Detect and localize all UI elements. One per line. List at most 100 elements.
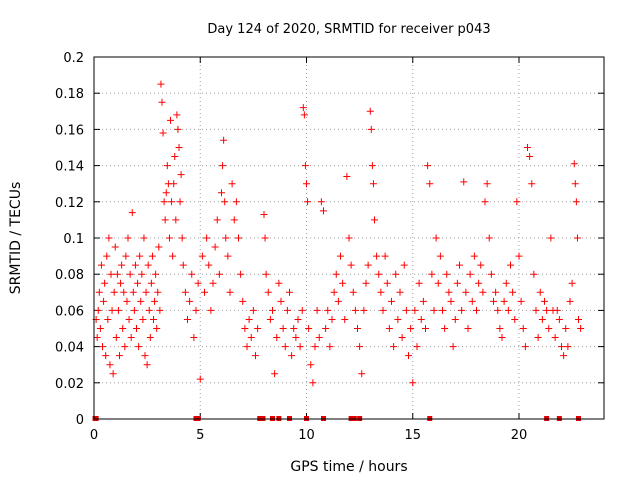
data-point (311, 343, 319, 351)
data-point (515, 252, 523, 260)
data-point (128, 209, 136, 217)
data-point (377, 288, 385, 296)
data-point (413, 343, 421, 351)
data-point (511, 315, 519, 323)
data-point (113, 270, 121, 278)
data-point (388, 297, 395, 305)
data-point (131, 261, 139, 269)
data-point (292, 334, 300, 342)
data-point (313, 306, 321, 314)
data-point (547, 234, 555, 242)
data-point (129, 288, 137, 296)
data-point (249, 306, 257, 314)
data-point (102, 352, 110, 360)
data-point (315, 334, 323, 342)
data-point (555, 315, 563, 323)
data-point (162, 189, 170, 197)
grid-lines (94, 57, 604, 419)
data-point (97, 261, 105, 269)
data-point (271, 370, 279, 378)
data-point (207, 306, 215, 314)
data-point (138, 270, 146, 278)
data-point (479, 288, 487, 296)
data-point (218, 189, 225, 197)
data-point (221, 198, 229, 206)
y-tick-label: 0.06 (55, 304, 84, 319)
data-point (411, 306, 419, 314)
data-point (332, 270, 340, 278)
data-point (203, 234, 211, 242)
data-point (468, 297, 476, 305)
data-point (509, 288, 517, 296)
data-point (351, 306, 359, 314)
data-point (364, 261, 372, 269)
data-point (160, 198, 168, 206)
data-point (366, 107, 374, 115)
data-point (157, 80, 165, 88)
data-point (328, 315, 336, 323)
data-point (345, 234, 353, 242)
data-point (105, 234, 113, 242)
data-point (507, 261, 514, 269)
data-point (106, 361, 114, 369)
data-point (368, 162, 376, 170)
data-point (163, 162, 171, 170)
data-point (571, 180, 579, 188)
x-tick-label: 15 (404, 428, 421, 443)
data-point (577, 325, 585, 332)
data-point (347, 261, 355, 269)
data-point (123, 297, 131, 305)
data-point (462, 288, 470, 296)
x-tick-label: 0 (90, 428, 98, 443)
y-tick-label: 0.16 (55, 123, 84, 138)
data-point (447, 297, 455, 305)
data-point (161, 216, 169, 224)
data-point (241, 325, 249, 332)
data-point (405, 352, 412, 360)
data-point (300, 111, 308, 119)
y-tick-label: 0.18 (55, 87, 84, 102)
data-point (232, 198, 240, 206)
data-point (483, 180, 491, 188)
data-point (192, 306, 200, 314)
data-point (490, 297, 497, 305)
data-point (245, 315, 253, 323)
data-point (99, 343, 106, 351)
y-tick-label: 0.08 (55, 268, 84, 283)
data-point (112, 334, 120, 342)
data-point (485, 234, 493, 242)
data-point (570, 160, 578, 168)
data-point (317, 198, 325, 206)
data-point (226, 288, 234, 296)
y-tick-label: 0.2 (63, 51, 84, 66)
data-point (148, 252, 156, 260)
data-point (101, 279, 109, 287)
data-point (460, 178, 468, 186)
data-point (126, 270, 134, 278)
data-point (194, 279, 202, 287)
data-point (171, 153, 179, 161)
data-point (93, 334, 101, 342)
data-point (299, 104, 307, 112)
data-point (228, 180, 236, 188)
chart-title: Day 124 of 2020, SRMTID for receiver p04… (207, 22, 490, 37)
data-point (201, 288, 208, 296)
data-point (356, 343, 364, 351)
y-tick-label: 0.1 (63, 232, 84, 247)
data-point (205, 261, 213, 269)
data-point (394, 315, 402, 323)
data-point (381, 252, 389, 260)
data-point (141, 352, 149, 360)
data-point (568, 279, 576, 287)
data-point (481, 198, 489, 206)
data-point (466, 270, 474, 278)
data-point (536, 288, 544, 296)
y-tick-label: 0.12 (55, 196, 84, 211)
data-point (496, 325, 504, 332)
data-point (464, 325, 472, 332)
data-point (254, 325, 262, 332)
data-point (264, 288, 272, 296)
data-point (209, 279, 217, 287)
data-point (379, 306, 387, 314)
data-point (169, 252, 177, 260)
